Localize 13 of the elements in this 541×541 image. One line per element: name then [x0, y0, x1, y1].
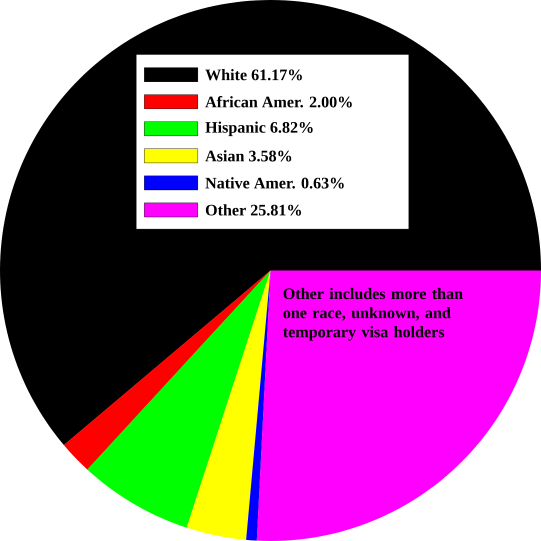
legend-label: African Amer. [205, 96, 303, 108]
data-label: 3.58% [249, 150, 292, 162]
legend-label: Other [206, 204, 246, 216]
legend-label: Asian [205, 150, 244, 162]
legend-label: Hispanic [205, 121, 266, 136]
legend-label: Native Amer. [205, 177, 295, 189]
data-label: 2.00% [310, 96, 352, 108]
legend-label: White [205, 68, 247, 80]
text: Other includes more than one race, unknown, and temporary visa holders [283, 288, 463, 341]
data-label: 6.82% [270, 122, 313, 133]
data-label: 25.81% [250, 204, 301, 216]
data-label: 0.63% [302, 178, 344, 189]
data-label: 61.17% [252, 69, 302, 80]
